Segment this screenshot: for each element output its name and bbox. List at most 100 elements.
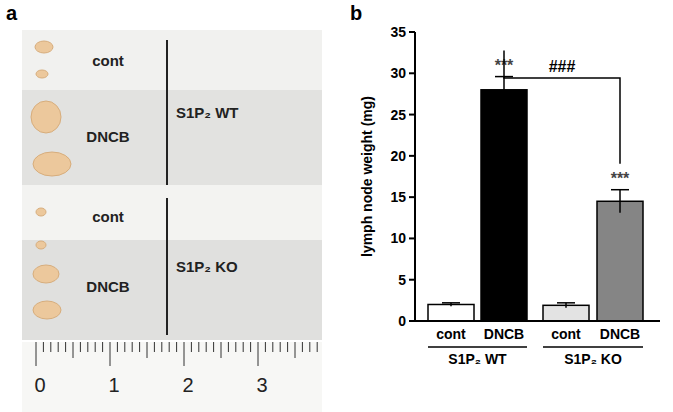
ruler-tick (124, 342, 125, 352)
ruler-tick (36, 342, 37, 366)
ruler-tick (184, 342, 185, 366)
row-label: cont (92, 208, 124, 225)
lymph-node (31, 101, 61, 133)
lymph-node (36, 241, 46, 249)
ruler-tick (235, 342, 236, 352)
ruler-tick (147, 342, 148, 358)
ruler-tick (302, 342, 303, 352)
error-cap (557, 302, 575, 304)
error-bar (495, 77, 513, 103)
ruler-tick (161, 342, 162, 352)
y-tick-label: 10 (390, 230, 406, 246)
ruler-tick (258, 342, 259, 366)
ruler-tick (110, 342, 111, 366)
error-cap (611, 189, 629, 191)
ruler-tick (265, 342, 266, 352)
bar (597, 201, 643, 321)
y-tick (409, 155, 415, 157)
error-bar (557, 303, 575, 308)
lymph-node (35, 41, 53, 53)
ruler-label: 3 (256, 374, 267, 396)
y-axis (414, 32, 416, 321)
error-cap (442, 302, 460, 304)
row-label: cont (92, 52, 124, 69)
y-tick-label: 25 (390, 107, 406, 123)
ruler-tick (95, 342, 96, 352)
photo-band (22, 185, 322, 240)
ruler-tick (176, 342, 177, 352)
ruler-tick (228, 342, 229, 352)
bar (481, 90, 527, 321)
y-tick-label: 0 (398, 313, 406, 329)
ruler-label: 0 (34, 374, 45, 396)
bar (428, 304, 474, 321)
ruler-tick (243, 342, 244, 352)
lymph-node (36, 70, 48, 78)
y-tick (409, 237, 415, 239)
ruler-tick (317, 342, 318, 352)
error-line (503, 77, 505, 103)
ruler-tick (309, 342, 310, 352)
ruler-label: 2 (182, 374, 193, 396)
panel-label: b (350, 2, 362, 24)
ruler-tick (87, 342, 88, 352)
x-axis (415, 320, 660, 322)
error-line (619, 190, 621, 213)
photo-background (22, 30, 322, 340)
group-line (166, 198, 168, 335)
x-tick-label: DNCB (600, 326, 640, 342)
y-tick-label: 15 (390, 189, 406, 205)
ruler-tick (287, 342, 288, 352)
lymph-node (33, 301, 61, 319)
y-tick (409, 320, 415, 322)
group-label: S1P₂ KO (176, 258, 238, 275)
row-label: DNCB (86, 128, 129, 145)
ruler-tick (117, 342, 118, 352)
ruler-tick (169, 342, 170, 352)
group-label: S1P₂ KO (564, 351, 622, 367)
ruler-tick (50, 342, 51, 352)
group-label: S1P₂ WT (448, 351, 507, 367)
lymph-node (33, 265, 59, 283)
ruler-label: 1 (108, 374, 119, 396)
y-tick (409, 279, 415, 281)
x-tick-label: DNCB (484, 326, 524, 342)
photo-band (22, 240, 322, 340)
panel-label: a (6, 2, 18, 24)
panel-b: 0 5 10 15 20 25 30 35 lymph node weight (mg) cont… (359, 24, 660, 367)
row-label: DNCB (86, 278, 129, 295)
x-tick-label: cont (551, 326, 581, 342)
group-line (543, 346, 643, 348)
ruler-tick (102, 342, 103, 352)
group-label: S1P₂ WT (176, 104, 239, 121)
ruler-tick (221, 342, 222, 358)
ruler (22, 342, 322, 412)
error-bar (442, 303, 460, 306)
group-line (428, 346, 527, 348)
y-tick-label: 35 (390, 24, 406, 40)
ruler-tick (272, 342, 273, 352)
ruler-tick (198, 342, 199, 352)
error-bar (611, 190, 629, 213)
y-tick (409, 196, 415, 198)
bars (428, 77, 643, 321)
y-axis-label: lymph node weight (mg) (359, 96, 375, 257)
lymph-node (33, 152, 71, 176)
figure: cont DNCB cont DNCB S1P₂ WT S1P₂ KO 0 1 2 3 a 0 5 10 1… (0, 0, 673, 412)
y-tick (409, 72, 415, 74)
ruler-tick (139, 342, 140, 352)
y-tick (409, 31, 415, 33)
ruler-tick (73, 342, 74, 358)
ruler-tick (43, 342, 44, 352)
y-tick-label: 20 (390, 148, 406, 164)
ruler-tick (132, 342, 133, 352)
ruler-tick (154, 342, 155, 352)
comparison-label: ### (549, 58, 576, 75)
photo-band (22, 30, 322, 90)
ruler-tick (280, 342, 281, 352)
y-tick-label: 5 (398, 272, 406, 288)
ruler-tick (250, 342, 251, 352)
y-tick (409, 114, 415, 116)
x-tick-label: cont (436, 326, 466, 342)
y-tick-label: 30 (390, 65, 406, 81)
